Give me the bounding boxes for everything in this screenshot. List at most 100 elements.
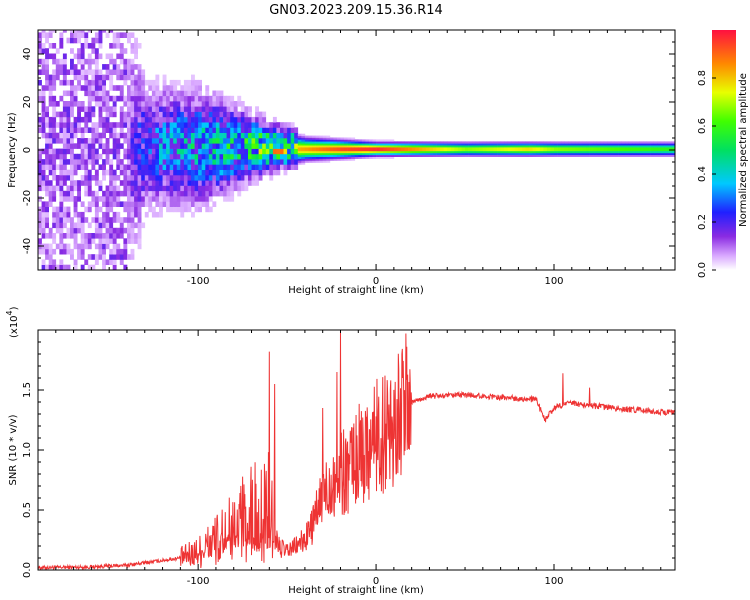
heatmap-cell [610,152,615,156]
heatmap-cell [73,259,78,265]
heatmap-cell [223,153,227,160]
heatmap-cell [91,58,96,65]
heatmap-cell [322,139,327,142]
heatmap-cell [628,143,633,146]
heatmap-cell [91,122,96,128]
heatmap-cell [578,154,583,157]
heatmap-cell [137,116,142,123]
heatmap-cell [596,151,601,154]
heatmap-cell [255,138,259,144]
heatmap-cell [144,122,149,128]
heatmap-cell [401,147,405,150]
heatmap-cell [48,164,53,170]
heatmap-cell [205,185,210,192]
heatmap-cell [397,154,402,157]
heatmap-cell [151,153,156,160]
heatmap-cell [329,149,334,152]
heatmap-cell [536,152,541,156]
heatmap-cell [94,169,99,176]
heatmap-cell [134,116,138,123]
heatmap-cell [312,154,316,157]
heatmap-cell [561,141,565,144]
heatmap-cell [408,145,412,148]
heatmap-cell [159,169,163,176]
heatmap-cell [87,127,92,133]
heatmap-cell [258,148,263,155]
heatmap-cell [66,217,71,223]
heatmap-cell [194,196,199,202]
heatmap-cell [436,145,441,148]
heatmap-cell [162,90,167,97]
heatmap-cell [130,211,135,218]
heatmap-cell [223,175,227,181]
heatmap-cell [255,180,259,186]
heatmap-cell [258,127,263,133]
heatmap-cell [390,149,395,152]
heatmap-cell [105,138,110,144]
heatmap-cell [610,141,615,144]
heatmap-cell [603,152,608,156]
heatmap-cell [301,135,306,138]
heatmap-cell [159,132,163,139]
heatmap-cell [134,127,138,133]
heatmap-cell [532,147,537,150]
heatmap-cell [539,145,544,148]
heatmap-cell [625,151,630,154]
heatmap-cell [176,169,181,176]
heatmap-cell [354,145,359,148]
heatmap-cell [497,145,501,148]
heatmap-cell [112,243,117,250]
heatmap-cell [130,175,135,181]
heatmap-cell [379,156,384,159]
heatmap-cell [130,106,135,112]
heatmap-cell [183,175,188,181]
heatmap-cell [308,156,313,159]
heatmap-cell [105,69,110,75]
heatmap-cell [162,138,167,144]
heatmap-cell [38,122,42,128]
heatmap-cell [297,152,302,156]
heatmap-cell [119,122,124,128]
heatmap-cell [130,201,135,207]
heatmap-cell [201,143,206,149]
heatmap-cell [119,74,124,81]
heatmap-cell [272,122,277,128]
heatmap-cell [233,159,238,165]
heatmap-cell [568,145,573,148]
heatmap-cell [94,211,99,218]
heatmap-cell [593,149,598,152]
heatmap-cell [297,158,302,161]
heatmap-cell [240,164,245,170]
heatmap-cell [62,211,67,218]
heatmap-cell [660,145,665,148]
heatmap-cell [632,141,637,144]
heatmap-cell [80,143,85,149]
heatmap-cell [586,151,590,154]
heatmap-cell [198,95,202,102]
heatmap-cell [87,159,92,165]
heatmap-cell [70,69,74,75]
heatmap-cell [45,64,49,70]
heatmap-cell [102,127,106,133]
heatmap-cell [297,139,302,142]
heatmap-cell [561,149,565,152]
heatmap-cell [653,149,658,152]
heatmap-cell [198,159,202,165]
heatmap-cell [62,264,67,270]
heatmap-cell [593,145,598,148]
heatmap-cell [155,201,160,207]
heatmap-cell [571,154,576,157]
heatmap-cell [187,175,192,181]
heatmap-cell [461,149,466,152]
heatmap-cell [635,149,640,152]
heatmap-cell [45,159,49,165]
heatmap-cell [105,90,110,97]
heatmap-cell [415,151,420,154]
heatmap-cell [522,143,526,146]
heatmap-cell [369,152,373,156]
heatmap-cell [671,152,675,156]
heatmap-cell [212,132,217,139]
heatmap-cell [155,79,160,86]
heatmap-cell [48,227,53,234]
heatmap-cell [351,156,356,159]
